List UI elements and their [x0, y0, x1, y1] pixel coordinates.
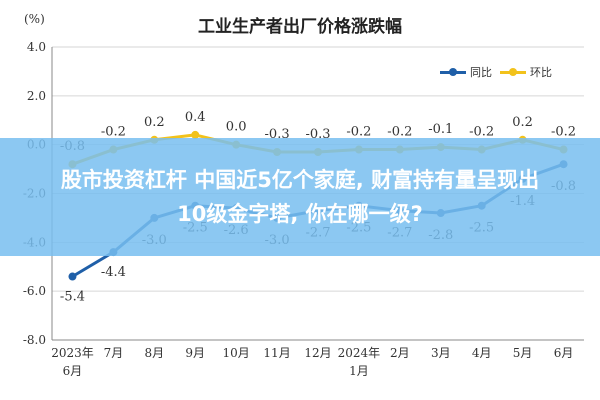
y-tick-label: -8.0 — [23, 333, 46, 347]
data-label: -0.1 — [428, 122, 453, 137]
x-tick-label: 5月 — [513, 346, 533, 360]
legend-label-mom: 环比 — [530, 66, 552, 79]
legend-label-yoy: 同比 — [470, 66, 492, 79]
x-tick-label: 2月 — [390, 346, 410, 360]
legend-swatch-yoy — [440, 67, 466, 76]
x-tick-label: 1月 — [349, 364, 369, 378]
x-tick-label: 12月 — [304, 346, 331, 360]
x-tick-label: 4月 — [472, 346, 492, 360]
headline-line-2: 10级金字塔, 你在哪一级? — [177, 202, 423, 226]
x-tick-label: 10月 — [223, 346, 250, 360]
data-label: -4.4 — [101, 265, 126, 280]
data-label: 0.0 — [226, 120, 247, 135]
article-headline-banner[interactable]: 股市投资杠杆 中国近5亿个家庭, 财富持有量呈现出 10级金字塔, 你在哪一级? — [0, 138, 600, 256]
data-label: 0.2 — [512, 115, 533, 130]
y-tick-label: -6.0 — [23, 284, 46, 298]
chart-legend: 同比 环比 — [440, 64, 560, 80]
x-tick-label: 7月 — [104, 346, 124, 360]
legend-item-yoy: 同比 — [440, 64, 492, 80]
y-tick-label: 4.0 — [27, 40, 46, 54]
y-axis-unit-label: (%) — [24, 12, 45, 26]
data-label: -0.2 — [469, 125, 494, 140]
x-tick-label: 8月 — [144, 346, 164, 360]
data-label: -0.2 — [346, 125, 371, 140]
data-label: -5.4 — [60, 290, 85, 305]
data-point — [68, 272, 77, 281]
data-label: -0.2 — [387, 125, 412, 140]
x-tick-label: 11月 — [263, 346, 290, 360]
data-label: 0.4 — [185, 110, 206, 125]
legend-swatch-mom — [500, 67, 526, 76]
x-tick-label: 2023年 — [51, 346, 94, 360]
x-tick-label: 9月 — [185, 346, 205, 360]
data-label: 0.2 — [144, 115, 165, 130]
x-tick-label: 2024年 — [338, 346, 381, 360]
x-tick-label: 6月 — [554, 346, 574, 360]
data-point — [191, 130, 200, 139]
chart-title: 工业生产者出厂价格涨跌幅 — [198, 17, 402, 37]
data-label: -0.2 — [101, 125, 126, 140]
data-label: -0.2 — [551, 125, 576, 140]
x-tick-label: 6月 — [63, 364, 83, 378]
y-tick-label: 2.0 — [27, 89, 46, 103]
headline-line-1: 股市投资杠杆 中国近5亿个家庭, 财富持有量呈现出 — [60, 168, 540, 192]
x-tick-label: 3月 — [431, 346, 451, 360]
legend-item-mom: 环比 — [500, 64, 552, 80]
